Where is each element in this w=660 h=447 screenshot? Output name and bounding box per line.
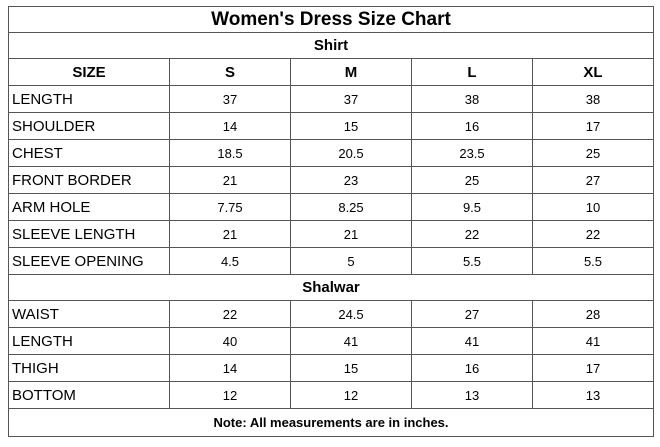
shirt-measurement-label: FRONT BORDER: [8, 166, 170, 194]
shirt-measurement-label: SLEEVE LENGTH: [8, 220, 170, 248]
size-chart-body: Women's Dress Size Chart Shirt SIZE S M …: [8, 6, 654, 437]
shalwar-section-row: Shalwar: [8, 274, 654, 301]
shalwar-measurement-label: THIGH: [8, 354, 170, 382]
shalwar-value-s: 40: [169, 327, 291, 355]
shirt-value-l: 23.5: [411, 139, 533, 167]
shalwar-value-l: 41: [411, 327, 533, 355]
shalwar-value-s: 22: [169, 300, 291, 328]
shirt-row: FRONT BORDER 21 23 25 27: [8, 166, 654, 194]
size-header-row: SIZE S M L XL: [8, 58, 654, 86]
shalwar-value-s: 14: [169, 354, 291, 382]
shirt-value-s: 21: [169, 166, 291, 194]
shirt-value-m: 37: [290, 85, 412, 113]
shirt-value-m: 5: [290, 247, 412, 275]
shirt-value-xl: 22: [532, 220, 654, 248]
size-column-header: SIZE: [8, 58, 170, 86]
shirt-value-s: 7.75: [169, 193, 291, 221]
size-header-l: L: [411, 58, 533, 86]
shalwar-measurement-label: WAIST: [8, 300, 170, 328]
shalwar-value-l: 16: [411, 354, 533, 382]
shalwar-value-xl: 28: [532, 300, 654, 328]
shirt-measurement-label: SLEEVE OPENING: [8, 247, 170, 275]
shirt-value-s: 4.5: [169, 247, 291, 275]
shalwar-section-heading: Shalwar: [8, 274, 654, 301]
shirt-value-xl: 38: [532, 85, 654, 113]
shalwar-row: THIGH 14 15 16 17: [8, 354, 654, 382]
shalwar-value-m: 12: [290, 381, 412, 409]
shirt-row: LENGTH 37 37 38 38: [8, 85, 654, 113]
shirt-value-xl: 10: [532, 193, 654, 221]
shirt-row: SLEEVE OPENING 4.5 5 5.5 5.5: [8, 247, 654, 275]
shalwar-row: LENGTH 40 41 41 41: [8, 327, 654, 355]
shalwar-value-m: 41: [290, 327, 412, 355]
shirt-section-row: Shirt: [8, 32, 654, 59]
shirt-row: ARM HOLE 7.75 8.25 9.5 10: [8, 193, 654, 221]
shirt-value-s: 37: [169, 85, 291, 113]
shalwar-measurement-label: LENGTH: [8, 327, 170, 355]
shalwar-value-xl: 17: [532, 354, 654, 382]
shalwar-row: BOTTOM 12 12 13 13: [8, 381, 654, 409]
shalwar-measurement-label: BOTTOM: [8, 381, 170, 409]
shalwar-value-xl: 13: [532, 381, 654, 409]
shirt-measurement-label: ARM HOLE: [8, 193, 170, 221]
shalwar-value-xl: 41: [532, 327, 654, 355]
shirt-value-l: 25: [411, 166, 533, 194]
chart-title: Women's Dress Size Chart: [8, 6, 654, 33]
shalwar-value-l: 13: [411, 381, 533, 409]
note-row: Note: All measurements are in inches.: [8, 408, 654, 437]
size-header-xl: XL: [532, 58, 654, 86]
shirt-value-l: 16: [411, 112, 533, 140]
title-row: Women's Dress Size Chart: [8, 6, 654, 33]
shirt-value-m: 21: [290, 220, 412, 248]
measurement-note: Note: All measurements are in inches.: [8, 408, 654, 437]
size-header-s: S: [169, 58, 291, 86]
shirt-value-l: 38: [411, 85, 533, 113]
shirt-value-s: 14: [169, 112, 291, 140]
shirt-value-xl: 27: [532, 166, 654, 194]
shirt-section-heading: Shirt: [8, 32, 654, 59]
shirt-measurement-label: SHOULDER: [8, 112, 170, 140]
shirt-value-l: 5.5: [411, 247, 533, 275]
shalwar-value-m: 15: [290, 354, 412, 382]
shirt-value-m: 8.25: [290, 193, 412, 221]
shirt-value-l: 22: [411, 220, 533, 248]
shirt-row: CHEST 18.5 20.5 23.5 25: [8, 139, 654, 167]
shalwar-row: WAIST 22 24.5 27 28: [8, 300, 654, 328]
shirt-value-s: 21: [169, 220, 291, 248]
shalwar-value-m: 24.5: [290, 300, 412, 328]
shirt-value-xl: 17: [532, 112, 654, 140]
shirt-value-l: 9.5: [411, 193, 533, 221]
shirt-value-m: 20.5: [290, 139, 412, 167]
size-chart-table: Women's Dress Size Chart Shirt SIZE S M …: [8, 6, 654, 437]
shirt-measurement-label: LENGTH: [8, 85, 170, 113]
shirt-row: SLEEVE LENGTH 21 21 22 22: [8, 220, 654, 248]
shalwar-value-s: 12: [169, 381, 291, 409]
shirt-value-xl: 5.5: [532, 247, 654, 275]
shirt-value-m: 23: [290, 166, 412, 194]
shirt-value-s: 18.5: [169, 139, 291, 167]
shalwar-value-l: 27: [411, 300, 533, 328]
shirt-measurement-label: CHEST: [8, 139, 170, 167]
shirt-value-xl: 25: [532, 139, 654, 167]
shirt-value-m: 15: [290, 112, 412, 140]
size-header-m: M: [290, 58, 412, 86]
shirt-row: SHOULDER 14 15 16 17: [8, 112, 654, 140]
